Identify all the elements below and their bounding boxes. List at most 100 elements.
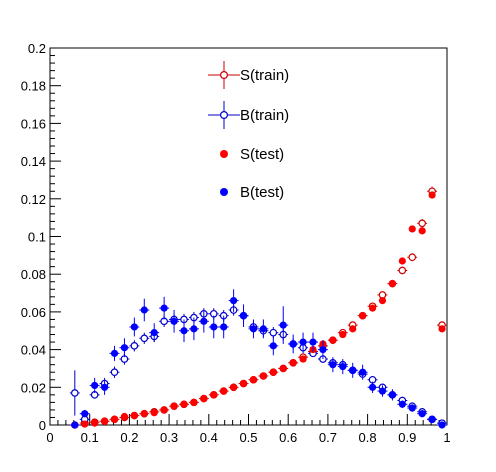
x-tick-label: 0.4 — [200, 430, 218, 445]
data-point — [249, 376, 258, 384]
data-point — [359, 368, 367, 376]
data-point — [428, 415, 436, 423]
y-tick-label: 0.16 — [21, 116, 46, 131]
data-point — [408, 253, 417, 262]
y-tick-label: 0.1 — [28, 230, 46, 245]
data-point — [349, 325, 357, 333]
data-point — [150, 329, 158, 337]
series-b-train — [69, 304, 447, 427]
data-point — [438, 421, 446, 429]
data-point — [110, 415, 119, 423]
legend-marker — [220, 150, 228, 158]
data-point — [130, 342, 139, 350]
data-point — [160, 304, 168, 312]
x-tick-label: 0.6 — [279, 430, 297, 445]
y-tick-label: 0.14 — [21, 154, 46, 169]
data-point — [408, 404, 416, 412]
data-point — [230, 383, 238, 391]
x-tick-label: 0.5 — [239, 430, 257, 445]
data-point — [71, 389, 79, 397]
data-point — [150, 409, 158, 417]
data-point — [120, 412, 129, 421]
data-point — [359, 312, 367, 320]
x-tick-label: 1 — [443, 430, 450, 445]
y-tick-label: 0.12 — [21, 192, 46, 207]
data-point — [110, 368, 119, 377]
data-point — [289, 340, 297, 348]
data-point — [349, 366, 357, 374]
data-point — [140, 334, 149, 343]
data-point — [110, 349, 119, 357]
data-point — [81, 420, 89, 428]
data-point — [339, 330, 347, 339]
x-tick-label: 0.3 — [160, 430, 178, 445]
x-tick-label: 0 — [46, 430, 53, 445]
legend: S(train) B(train) S(test) B(test) — [208, 61, 289, 201]
legend-label: S(test) — [240, 146, 284, 163]
data-point — [81, 410, 89, 418]
y-tick-label: 0.2 — [28, 41, 46, 56]
data-point — [279, 321, 287, 329]
data-point — [170, 317, 178, 325]
data-point — [269, 342, 277, 350]
data-point — [190, 325, 198, 333]
data-point — [428, 191, 436, 199]
data-point — [408, 225, 416, 233]
x-tick-label: 0.7 — [319, 430, 337, 445]
data-point — [180, 400, 188, 408]
x-tick-label: 0.9 — [398, 430, 416, 445]
data-point — [418, 227, 426, 235]
y-tick-label: 0.04 — [21, 343, 46, 358]
data-point — [289, 359, 297, 367]
y-tick-label: 0.06 — [21, 305, 46, 320]
data-point — [130, 323, 138, 331]
data-point — [398, 266, 407, 275]
y-tick-label: 0.08 — [21, 267, 46, 282]
data-point — [230, 296, 238, 305]
axes: 0 0.1 0.2 0.3 0.4 0.5 0.6 0.7 0.8 0.9 1 0 0.02 0.04 0.… — [21, 41, 451, 445]
data-point — [299, 338, 307, 346]
data-point — [210, 391, 218, 399]
data-point — [368, 304, 377, 312]
legend-marker — [220, 70, 229, 79]
data-point — [140, 306, 148, 314]
legend-label: B(test) — [240, 184, 284, 201]
data-point — [398, 400, 406, 408]
x-tick-label: 0.8 — [359, 430, 377, 445]
data-point — [100, 417, 109, 425]
y-tick-label: 0.18 — [21, 79, 46, 94]
data-point — [388, 280, 397, 288]
data-point — [239, 379, 248, 388]
data-point — [130, 411, 138, 420]
data-point — [190, 398, 198, 406]
data-point — [378, 296, 387, 305]
data-point — [279, 364, 287, 373]
x-tick-label: 0.2 — [120, 430, 138, 445]
data-point — [200, 395, 208, 403]
y-tick-label: 0.02 — [21, 380, 46, 395]
data-point — [249, 325, 258, 333]
data-point — [160, 406, 168, 414]
data-point — [220, 387, 228, 395]
data-point — [71, 421, 79, 429]
data-point — [170, 402, 178, 410]
data-point — [309, 338, 317, 346]
y-tick-label: 0 — [39, 418, 46, 433]
data-point — [120, 344, 129, 352]
data-point — [220, 323, 228, 331]
plot-frame — [49, 47, 448, 426]
legend-marker — [220, 188, 228, 196]
data-point — [418, 410, 426, 418]
data-point — [329, 361, 337, 369]
data-point — [388, 391, 397, 399]
x-tick-label: 0.1 — [81, 430, 99, 445]
legend-label: B(train) — [240, 107, 289, 124]
data-point — [269, 328, 278, 337]
series-group — [69, 186, 447, 429]
data-point — [259, 325, 267, 333]
data-point — [269, 368, 277, 376]
data-point — [418, 219, 426, 228]
data-point — [368, 383, 377, 391]
data-point — [91, 381, 99, 390]
